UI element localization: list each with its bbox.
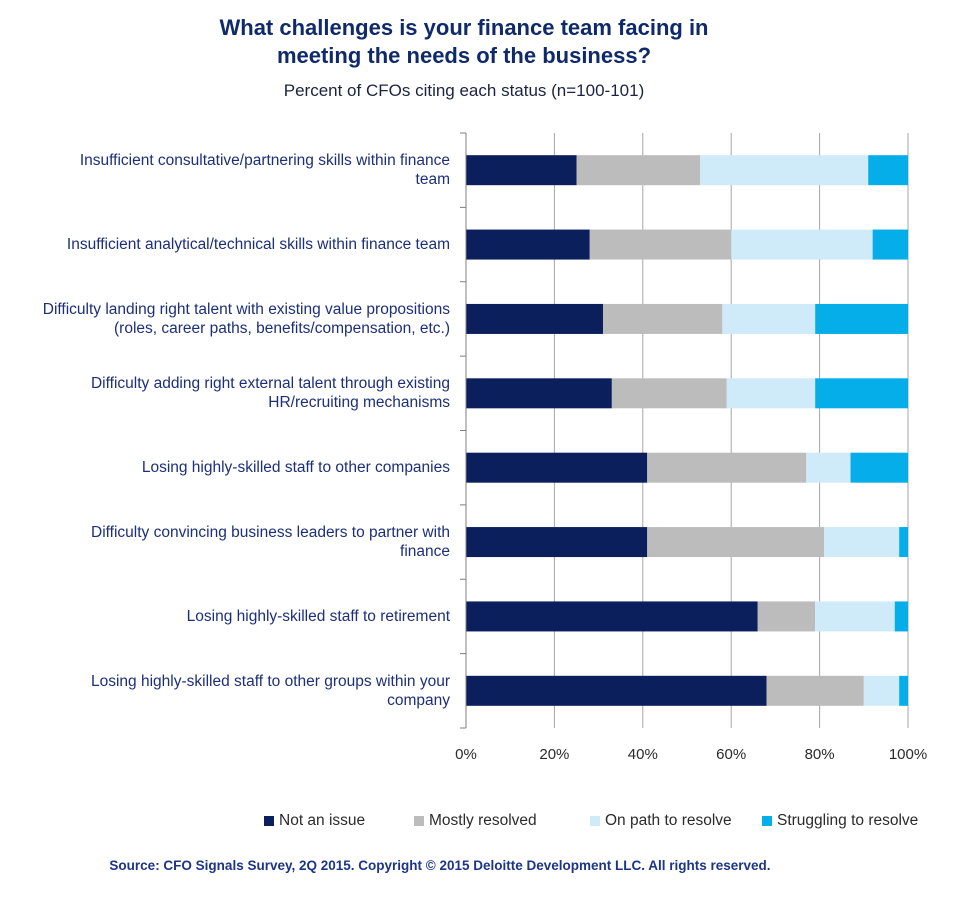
category-label-line: Difficulty convincing business leaders t… xyxy=(91,524,450,542)
category-label: Difficulty convincing business leaders t… xyxy=(0,523,450,561)
bar-segment xyxy=(603,303,723,334)
legend-item: Mostly resolved xyxy=(414,812,537,830)
bar-segment xyxy=(466,155,577,186)
x-tick-label: 80% xyxy=(804,746,835,763)
legend-swatch xyxy=(414,816,424,826)
x-tick-label: 40% xyxy=(627,746,658,763)
bar-segment xyxy=(757,601,816,632)
category-label: Losing highly-skilled staff to other gro… xyxy=(0,672,450,710)
bar-segment xyxy=(466,601,758,632)
category-label: Difficulty adding right external talent … xyxy=(0,374,450,412)
bar-segment xyxy=(766,675,864,706)
chart-title-line-2: meeting the needs of the business? xyxy=(276,43,652,68)
bar-segment xyxy=(647,527,825,558)
category-label: Difficulty landing right talent with exi… xyxy=(0,300,450,338)
category-label-line: Losing highly-skilled staff to other gro… xyxy=(91,672,450,690)
bar-segment xyxy=(899,675,908,706)
legend-label: Not an issue xyxy=(279,812,366,829)
category-label-line: company xyxy=(387,691,450,709)
category-label-line: team xyxy=(415,171,450,189)
bar-segment xyxy=(466,229,590,260)
category-label-line: HR/recruiting mechanisms xyxy=(268,394,450,412)
bar-segment xyxy=(815,303,908,334)
category-label: Losing highly-skilled staff to other com… xyxy=(0,458,450,477)
bar-segment xyxy=(726,378,816,409)
chart-title: What challenges is your finance team fac… xyxy=(0,14,928,70)
bar-segment xyxy=(868,155,908,186)
x-tick-label: 20% xyxy=(539,746,570,763)
category-label-line: (roles, career paths, benefits/compensat… xyxy=(114,319,450,337)
bar-segment xyxy=(731,229,873,260)
x-tick-label: 100% xyxy=(888,746,928,763)
category-label: Insufficient analytical/technical skills… xyxy=(0,235,450,254)
legend-label: Struggling to resolve xyxy=(777,812,919,829)
bar-segment xyxy=(815,378,908,409)
x-tick-label: 60% xyxy=(716,746,747,763)
category-label-line: finance xyxy=(400,543,450,561)
category-label: Losing highly-skilled staff to retiremen… xyxy=(0,607,450,626)
x-tick-label: 0% xyxy=(455,746,477,763)
bar-segment xyxy=(466,452,648,483)
bar-segment xyxy=(850,452,908,483)
bar-segment xyxy=(466,675,767,706)
chart-legend: Not an issue Mostly resolved On path to re… xyxy=(0,812,962,834)
legend-swatch xyxy=(762,816,772,826)
category-label-line: Difficulty adding right external talent … xyxy=(90,375,450,393)
chart-subtitle: Percent of CFOs citing each status (n=10… xyxy=(283,81,645,100)
legend-item: On path to resolve xyxy=(590,812,732,830)
category-label-line: Insufficient analytical/technical skills… xyxy=(66,236,450,254)
category-label-line: Losing highly-skilled staff to retiremen… xyxy=(186,607,450,625)
bar-segment xyxy=(863,675,900,706)
legend-label: Mostly resolved xyxy=(429,812,537,829)
bar-segment xyxy=(611,378,727,409)
legend-item: Not an issue xyxy=(264,812,365,830)
chart-plot-area xyxy=(460,132,909,729)
category-label-line: Difficulty landing right talent with exi… xyxy=(42,300,450,318)
bar-segment xyxy=(466,378,612,409)
legend-swatch xyxy=(590,816,600,826)
category-label-line: Losing highly-skilled staff to other com… xyxy=(141,459,450,477)
bar-segment xyxy=(894,601,908,632)
legend-item: Struggling to resolve xyxy=(762,812,918,830)
bar-segment xyxy=(700,155,869,186)
bar-segment xyxy=(576,155,701,186)
source-note: Source: CFO Signals Survey, 2Q 2015. Cop… xyxy=(109,858,771,873)
bar-segment xyxy=(466,527,648,558)
bar-segment xyxy=(899,527,908,558)
chart-title-line-1: What challenges is your finance team fac… xyxy=(219,15,709,40)
bar-segment xyxy=(815,601,895,632)
bar-segment xyxy=(872,229,908,260)
bar-segment xyxy=(466,303,604,334)
bar-segment xyxy=(589,229,732,260)
bar-segment xyxy=(824,527,900,558)
category-label-line: Insufficient consultative/partnering ski… xyxy=(79,152,450,170)
bar-segment xyxy=(806,452,851,483)
category-label: Insufficient consultative/partnering ski… xyxy=(0,151,450,189)
legend-label: On path to resolve xyxy=(605,812,732,829)
bar-segment xyxy=(647,452,807,483)
legend-swatch xyxy=(264,816,274,826)
bar-segment xyxy=(722,303,816,334)
